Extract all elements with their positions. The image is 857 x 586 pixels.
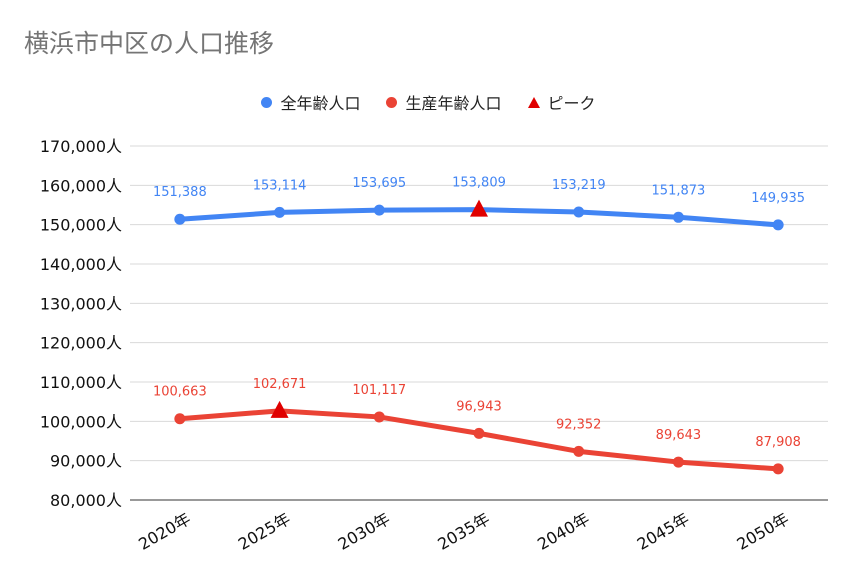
data-label: 87,908: [755, 435, 801, 450]
x-tick-label: 2040年: [534, 509, 593, 554]
data-point: [274, 206, 286, 218]
data-point: [473, 427, 485, 439]
legend-label-working: 生産年齢人口: [405, 94, 502, 113]
chart-title: 横浜市中区の人口推移: [24, 29, 275, 58]
x-tick-label: 2035年: [434, 509, 493, 554]
legend-marker-peak-icon: [527, 96, 540, 108]
y-tick-label: 170,000人: [40, 137, 122, 156]
y-tick-label: 150,000人: [40, 216, 122, 235]
legend-item-total: 全年齢人口: [261, 90, 360, 114]
y-tick-label: 90,000人: [50, 452, 122, 471]
y-tick-label: 110,000人: [40, 373, 122, 392]
x-tick-label: 2020年: [135, 509, 194, 554]
data-label: 96,943: [456, 399, 502, 414]
y-tick-label: 140,000人: [40, 255, 122, 274]
data-point: [573, 206, 585, 218]
data-point: [174, 413, 186, 425]
data-point: [672, 456, 684, 468]
data-label: 92,352: [556, 417, 602, 432]
y-tick-label: 130,000人: [40, 294, 122, 313]
data-point: [672, 211, 684, 223]
data-point: [174, 213, 186, 225]
x-tick-label: 2025年: [235, 509, 294, 554]
data-label: 153,695: [352, 176, 406, 191]
data-label: 153,219: [552, 178, 606, 193]
data-label: 102,671: [253, 377, 307, 392]
peak-marker: [270, 400, 289, 418]
data-label: 149,935: [751, 191, 805, 206]
legend-item-working: 生産年齢人口: [386, 90, 502, 114]
legend-label-peak: ピーク: [547, 94, 596, 113]
y-tick-label: 80,000人: [50, 491, 122, 510]
data-label: 153,809: [452, 176, 506, 191]
data-label: 153,114: [253, 178, 307, 193]
data-label: 151,873: [652, 183, 706, 198]
data-label: 151,388: [153, 185, 207, 200]
legend: 全年齢人口 生産年齢人口 ピーク: [0, 90, 857, 114]
peak-marker: [470, 199, 488, 217]
data-point: [772, 463, 784, 475]
data-point: [373, 204, 385, 216]
data-point: [772, 219, 784, 231]
y-tick-label: 120,000人: [40, 334, 122, 353]
legend-marker-working-icon: [386, 96, 398, 108]
data-label: 101,117: [352, 383, 406, 398]
legend-marker-total-icon: [261, 96, 273, 108]
data-label: 100,663: [153, 385, 207, 400]
data-point: [373, 411, 385, 423]
y-tick-label: 160,000人: [40, 176, 122, 195]
x-tick-label: 2050年: [734, 509, 793, 554]
legend-label-total: 全年齢人口: [280, 94, 361, 113]
x-tick-label: 2045年: [634, 509, 693, 554]
y-tick-label: 100,000人: [40, 412, 122, 431]
legend-item-peak: ピーク: [527, 90, 596, 114]
x-tick-label: 2030年: [335, 509, 394, 554]
data-label: 89,643: [656, 428, 702, 443]
data-point: [573, 445, 585, 457]
